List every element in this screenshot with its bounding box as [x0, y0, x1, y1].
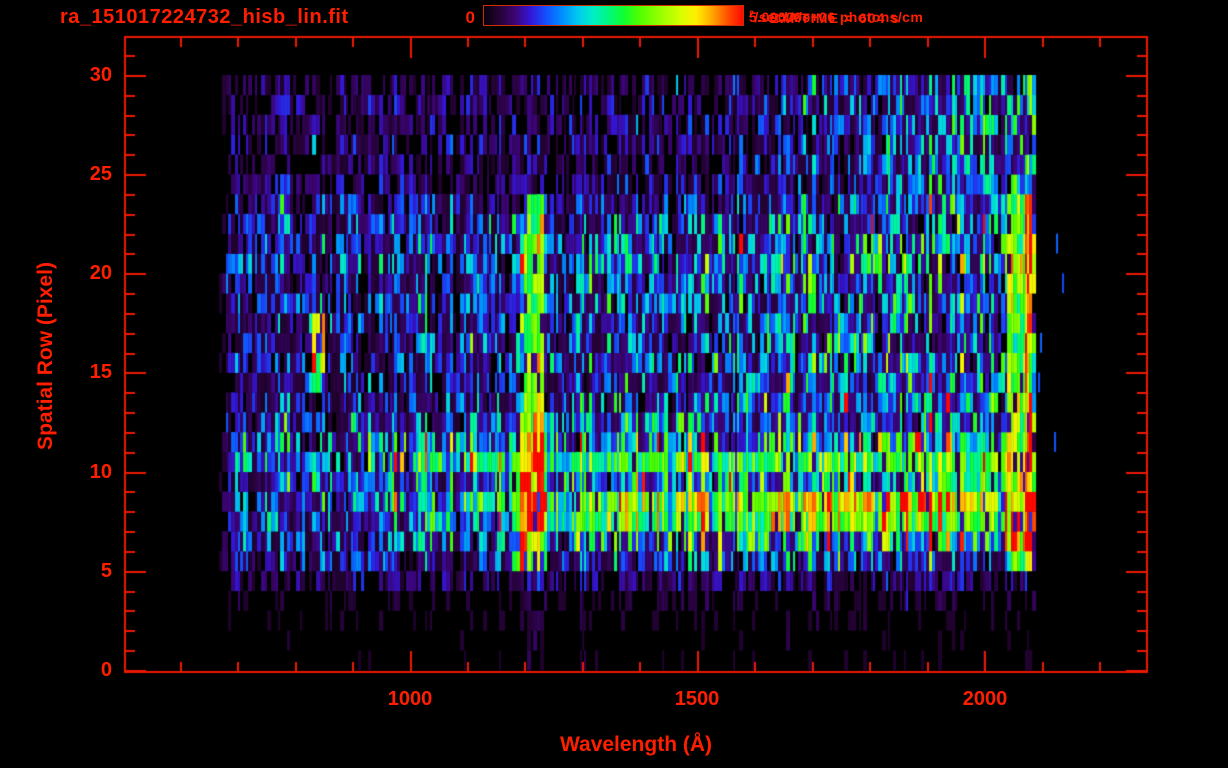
- colorbar-max-label-sup: 2: [749, 9, 755, 19]
- y-tick-label-30: 30: [89, 64, 112, 86]
- y-tick-label-5: 5: [100, 560, 112, 582]
- colorbar-gradient: [483, 5, 744, 26]
- exptime-label: EXPTIME = 604 s: [769, 9, 900, 26]
- y-tick-label-10: 10: [89, 461, 112, 483]
- x-tick-label-1000: 1000: [387, 688, 433, 710]
- y-tick-label-15: 15: [89, 361, 112, 383]
- x-tick-label-1500: 1500: [674, 688, 720, 710]
- y-tick-label-0: 0: [100, 659, 112, 681]
- y-tick-label-20: 20: [89, 262, 112, 284]
- colorbar-max-label-prefix: 5.00000e+06 photons/cm: [749, 9, 924, 25]
- y-tick-label-25: 25: [89, 163, 112, 185]
- y-axis-title: Spatial Row (Pixel): [34, 262, 57, 450]
- plot-title: ra_151017224732_hisb_lin.fit: [60, 6, 349, 28]
- colorbar-min-label: 0: [465, 8, 475, 27]
- x-axis-title: Wavelength (Å): [559, 733, 713, 756]
- colorbar-max-label-suffix: /sec/A/sr: [754, 9, 817, 25]
- x-tick-label-2000: 2000: [962, 688, 1008, 710]
- colorbar-max-label: 5.00000e+06 photons/cm 2/sec/A/sr EXPTIME …: [749, 9, 923, 26]
